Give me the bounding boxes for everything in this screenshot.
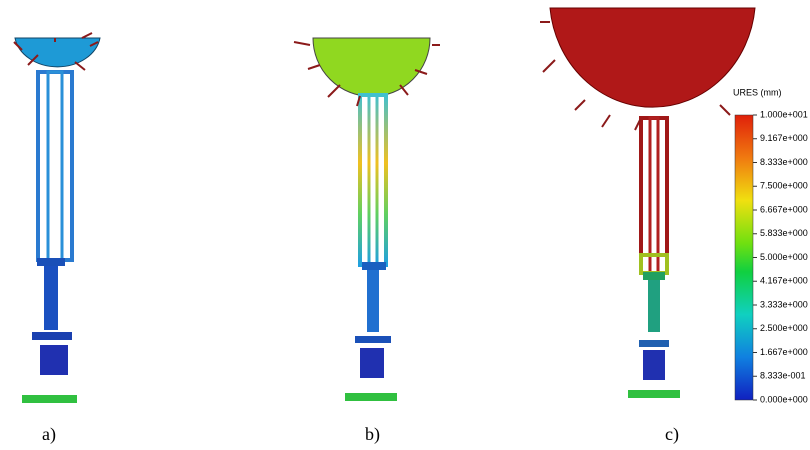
panel-label: a) <box>42 424 56 445</box>
colorbar-label: 8.333e-001 <box>760 371 806 381</box>
panel-label: b) <box>365 424 380 445</box>
legend-title: URES (mm) <box>733 87 782 97</box>
colorbar <box>735 115 753 400</box>
colorbar-label: 0.000e+000 <box>760 394 808 404</box>
colorbar-label: 1.667e+000 <box>760 347 808 357</box>
colorbar-label: 3.333e+000 <box>760 299 808 309</box>
model-b <box>294 38 440 401</box>
colorbar-label: 2.500e+000 <box>760 323 808 333</box>
colorbar-label: 5.000e+000 <box>760 252 808 262</box>
colorbar-label: 8.333e+000 <box>760 157 808 167</box>
model-c <box>540 8 755 398</box>
model-a <box>14 33 100 403</box>
colorbar-label: 5.833e+000 <box>760 228 808 238</box>
colorbar-label: 4.167e+000 <box>760 276 808 286</box>
panel-label: c) <box>665 424 679 445</box>
colorbar-label: 1.000e+001 <box>760 109 808 119</box>
figure: a) b) c) URES (mm) 1.000e+001 9.167e+000 8… <box>0 0 810 450</box>
colorbar-label: 7.500e+000 <box>760 181 808 191</box>
colorbar-label: 9.167e+000 <box>760 133 808 143</box>
colorbar-label: 6.667e+000 <box>760 204 808 214</box>
